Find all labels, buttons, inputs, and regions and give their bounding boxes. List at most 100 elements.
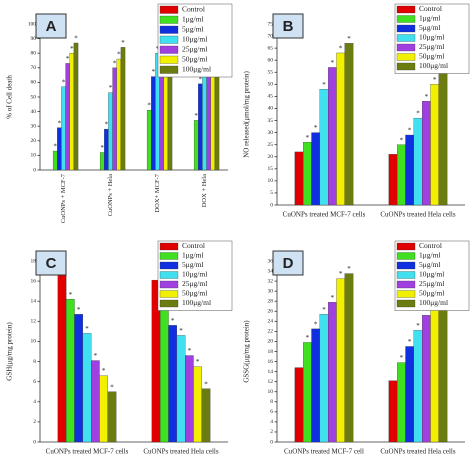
bar (405, 346, 414, 443)
bar (422, 101, 431, 206)
legend-swatch (396, 271, 416, 279)
bar (160, 301, 169, 443)
y-tick-label: 70 (268, 33, 274, 39)
legend-label: 1μg/ml (419, 14, 441, 23)
legend-swatch (396, 280, 416, 289)
legend-swatch (159, 290, 179, 298)
bar (294, 151, 304, 206)
significance-marker: * (331, 294, 335, 302)
significance-marker: * (62, 78, 66, 86)
x-tick-label: CuONPs treated MCF-7 cells (283, 211, 366, 219)
y-tick-label: 10 (31, 153, 37, 159)
y-tick-label: 25 (268, 142, 274, 148)
legend-label: 5μg/ml (182, 260, 204, 269)
significance-marker: * (322, 81, 326, 89)
bar (82, 333, 92, 443)
legend-swatch (396, 290, 416, 298)
legend-swatch (159, 280, 179, 289)
legend-swatch (159, 45, 179, 54)
y-tick-label: 70 (31, 65, 37, 71)
panel-letter: C (46, 255, 57, 272)
y-tick-label: 14 (268, 369, 274, 375)
y-tick-label: 20 (268, 339, 274, 345)
legend-label: 5μg/ml (419, 23, 441, 32)
y-tick-label: 14 (31, 298, 37, 304)
significance-marker: * (66, 55, 70, 63)
legend-swatch (396, 15, 416, 23)
y-tick-label: 0 (270, 202, 273, 208)
bar (91, 360, 100, 443)
significance-marker: * (204, 380, 208, 388)
bar (193, 120, 199, 171)
bar (120, 47, 126, 171)
panel: 024681012141618202224262830323436GSSG(μg… (243, 240, 470, 456)
bar (66, 299, 75, 443)
y-tick-label: 12 (31, 319, 37, 325)
y-tick-label: 8 (270, 399, 273, 405)
y-tick-label: 30 (268, 288, 274, 294)
x-tick-label: CuONPs treated Hela cells (143, 448, 219, 456)
significance-marker: * (171, 317, 175, 325)
y-tick-label: 45 (268, 94, 274, 100)
legend-label: Control (419, 4, 442, 13)
bar (328, 302, 337, 443)
legend-swatch (159, 5, 179, 14)
significance-marker: * (74, 35, 78, 43)
bar (168, 325, 177, 443)
y-tick-label: 10 (31, 339, 37, 345)
bar (176, 335, 186, 443)
legend-swatch (396, 43, 416, 52)
legend-label: 25μg/ml (182, 44, 207, 53)
bar (311, 132, 320, 206)
panel-letter-box (272, 13, 304, 39)
y-tick-label: 80 (31, 50, 37, 56)
x-tick-label: DOX + Hela (201, 174, 208, 207)
bar (69, 53, 75, 171)
significance-marker: * (306, 134, 310, 142)
y-axis-title: GSSG(μg/mg protein) (243, 320, 251, 383)
significance-marker: * (199, 75, 203, 83)
significance-marker: * (408, 338, 412, 346)
legend-swatch (396, 299, 416, 308)
bar (104, 128, 109, 171)
significance-marker: * (347, 35, 351, 43)
significance-marker: * (113, 59, 117, 67)
y-tick-label: 34 (268, 268, 274, 274)
significance-marker: * (425, 93, 429, 101)
y-tick-label: 30 (31, 123, 37, 129)
panel: 0 10 20 30 40 50 60 70 80 90 100 % of Cell death CuO… (6, 3, 233, 223)
significance-marker: * (77, 306, 81, 314)
bar (336, 278, 345, 443)
bar (344, 43, 354, 206)
y-tick-label: 24 (268, 319, 274, 325)
bar (202, 64, 207, 171)
y-tick-label: 20 (268, 154, 274, 160)
significance-marker: * (433, 76, 437, 84)
legend-label: 10μg/ml (182, 34, 207, 43)
significance-marker: * (109, 84, 113, 92)
y-tick-label: 22 (268, 329, 274, 335)
x-tick-label: DOX+ MCF-7 (154, 173, 161, 212)
legend-swatch (159, 35, 179, 44)
bar (151, 76, 156, 171)
significance-marker: * (105, 121, 109, 129)
y-tick-label: 4 (33, 399, 36, 405)
y-tick-label: 36 (268, 258, 274, 264)
legend-label: 1μg/ml (182, 14, 204, 23)
legend-label: 25μg/ml (419, 279, 444, 288)
legend-label: 25μg/ml (419, 42, 444, 51)
y-tick-label: 16 (268, 359, 274, 365)
bar (336, 52, 345, 206)
bar (99, 152, 105, 171)
y-tick-label: 16 (31, 278, 37, 284)
bar (57, 268, 67, 443)
significance-marker: * (196, 358, 200, 366)
legend-label: 50μg/ml (419, 52, 444, 61)
bar (303, 342, 312, 443)
y-tick-label: 2 (33, 419, 36, 425)
legend-swatch (159, 299, 179, 308)
y-tick-label: 15 (268, 166, 274, 172)
bar (294, 367, 304, 443)
bar (57, 127, 62, 171)
